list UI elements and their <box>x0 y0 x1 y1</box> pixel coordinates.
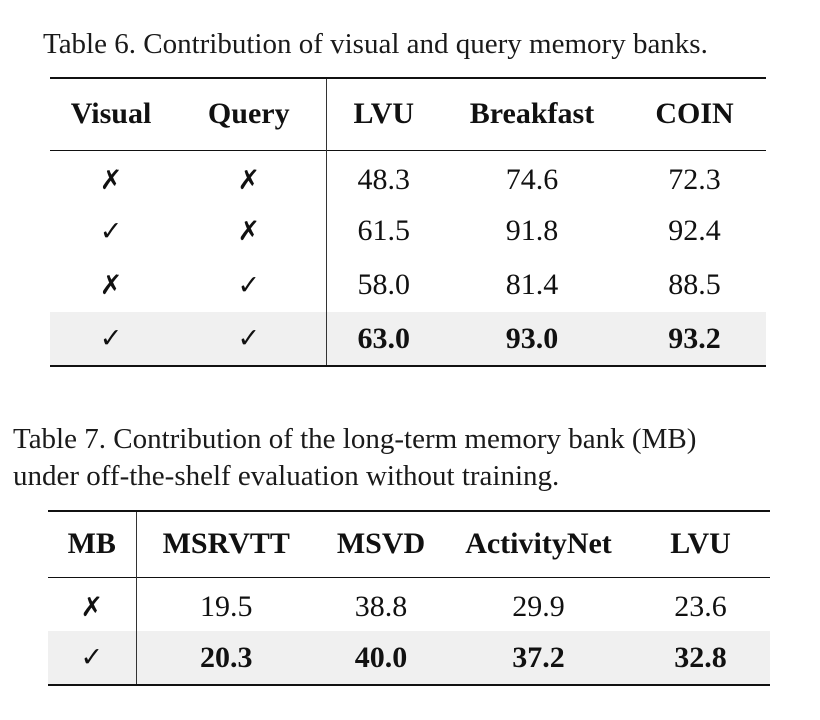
header-msvd: MSVD <box>336 527 426 561</box>
lvu-value: 23.6 <box>674 590 727 624</box>
msrvtt-value: 20.3 <box>136 631 316 685</box>
header-breakfast: Breakfast <box>469 97 595 131</box>
breakfast-value: 74.6 <box>505 163 559 197</box>
coin-value: 72.3 <box>668 163 721 197</box>
mb-mark: ✗ <box>48 577 137 631</box>
visual-mark: ✗ <box>99 269 123 301</box>
coin-value: 92.4 <box>668 214 721 247</box>
table-7-header-row: MB MSRVTT MSVD ActivityNet LVU <box>48 511 770 577</box>
breakfast-value: 93.0 <box>441 312 623 366</box>
coin-value: 88.5 <box>668 268 721 301</box>
query-mark: ✗ <box>172 204 327 258</box>
table-7-caption-line-1: Table 7. Contribution of the long-term m… <box>13 423 697 455</box>
header-visual: Visual <box>70 97 152 131</box>
msrvtt-value: 19.5 <box>200 590 253 624</box>
query-mark: ✗ <box>172 150 327 204</box>
coin-value: 93.2 <box>623 312 766 366</box>
table-6-header-row: Visual Query LVU Breakfast COIN <box>50 78 766 150</box>
breakfast-value: 91.8 <box>505 214 559 247</box>
lvu-value: 63.0 <box>326 312 441 366</box>
lvu-value: 48.3 <box>357 163 411 197</box>
activitynet-value: 29.9 <box>512 590 565 624</box>
msvd-value: 40.0 <box>316 631 446 685</box>
table-row-best: ✓ ✓ 63.0 93.0 93.2 <box>50 312 766 366</box>
table-7-caption-line-2: under off-the-shelf evaluation without t… <box>13 460 560 492</box>
table-7-caption: Table 7. Contribution of the long-term m… <box>13 421 696 495</box>
activitynet-value: 37.2 <box>446 631 631 685</box>
header-msrvtt: MSRVTT <box>162 527 290 561</box>
table-6: Visual Query LVU Breakfast COIN ✗ ✗ 48.3… <box>50 77 766 367</box>
header-activitynet: ActivityNet <box>465 527 612 561</box>
table-row-best: ✓ 20.3 40.0 37.2 32.8 <box>48 631 770 685</box>
table-7: MB MSRVTT MSVD ActivityNet LVU ✗ 19.5 38… <box>48 510 770 686</box>
table-6-caption: Table 6. Contribution of visual and quer… <box>43 28 708 60</box>
mb-mark: ✓ <box>48 631 137 685</box>
msvd-value: 38.8 <box>354 590 408 624</box>
header-mb: MB <box>48 511 137 577</box>
header-query: Query <box>172 78 327 150</box>
lvu-value: 61.5 <box>357 214 411 247</box>
table-row: ✗ 19.5 38.8 29.9 23.6 <box>48 577 770 631</box>
visual-mark: ✓ <box>50 312 172 366</box>
header-lvu: LVU <box>353 97 415 131</box>
table-row: ✓ ✗ 61.5 91.8 92.4 <box>50 204 766 258</box>
lvu-value: 58.0 <box>357 268 411 301</box>
query-mark: ✓ <box>172 258 327 312</box>
lvu-value: 32.8 <box>631 631 770 685</box>
table-row: ✗ ✗ 48.3 74.6 72.3 <box>50 150 766 204</box>
header-coin: COIN <box>655 97 734 131</box>
query-mark: ✓ <box>172 312 327 366</box>
breakfast-value: 81.4 <box>505 268 559 301</box>
visual-mark: ✓ <box>99 215 123 247</box>
table-row: ✗ ✓ 58.0 81.4 88.5 <box>50 258 766 312</box>
visual-mark: ✗ <box>99 164 123 196</box>
header-lvu: LVU <box>670 527 731 561</box>
